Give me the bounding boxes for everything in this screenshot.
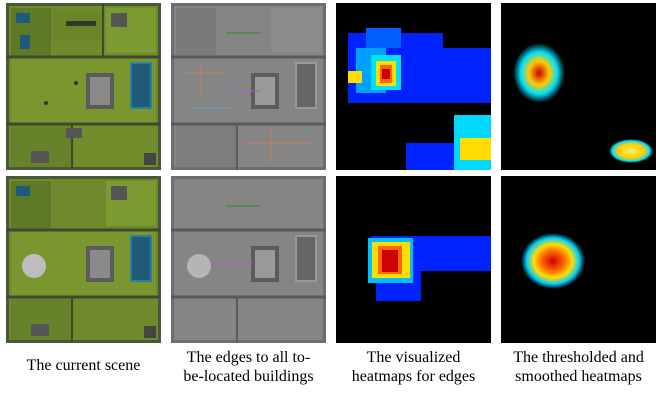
caption-line: The thresholded and bbox=[513, 349, 644, 366]
thresholded-image-row2 bbox=[501, 176, 656, 343]
heatmap-image-row1 bbox=[336, 3, 491, 170]
caption-current-scene: The current scene bbox=[2, 356, 165, 375]
scene-image-row2 bbox=[6, 176, 161, 343]
caption-line: The edges to all to- bbox=[186, 349, 311, 366]
thresholded-image-row1 bbox=[501, 3, 656, 170]
caption-line: be-located buildings bbox=[183, 368, 314, 385]
caption-line: The visualized bbox=[366, 349, 461, 366]
edges-image-row1 bbox=[171, 3, 326, 170]
caption-line: heatmaps for edges bbox=[351, 368, 476, 385]
caption-line: The current scene bbox=[26, 357, 141, 374]
caption-visualized-heatmaps: The visualized heatmaps for edges bbox=[332, 348, 495, 386]
heatmap-image-row2 bbox=[336, 176, 491, 343]
edges-image-row2 bbox=[171, 176, 326, 343]
caption-line: smoothed heatmaps bbox=[515, 368, 642, 385]
caption-row: The current scene The edges to all to- b… bbox=[6, 348, 656, 398]
caption-edges: The edges to all to- be-located building… bbox=[167, 348, 330, 386]
figure-grid bbox=[6, 3, 656, 343]
caption-thresholded-heatmaps: The thresholded and smoothed heatmaps bbox=[497, 348, 660, 386]
scene-image-row1 bbox=[6, 3, 161, 170]
